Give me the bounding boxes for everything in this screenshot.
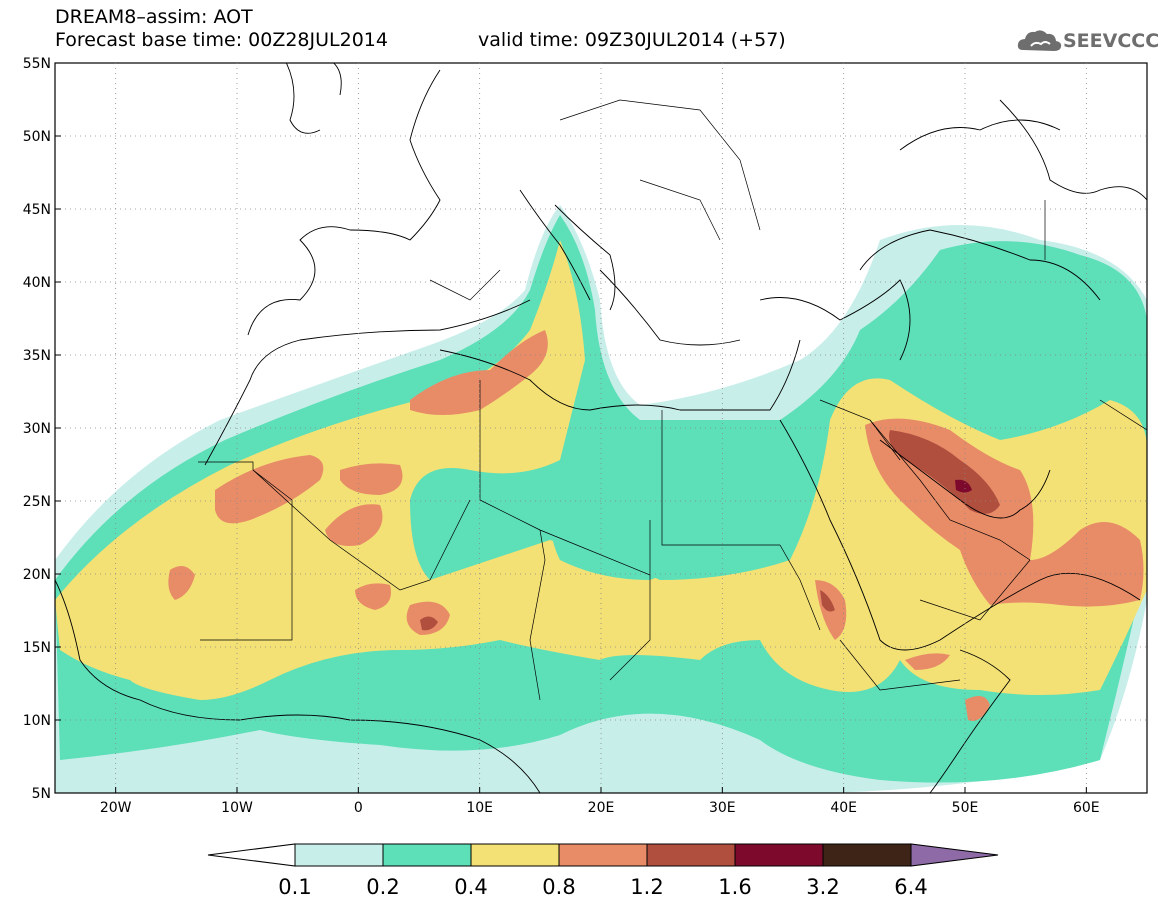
x-tick-label: 0 bbox=[354, 800, 363, 816]
axis-ticks: 20W 10W 0 10E 20E 30E 40E 50E 60E 55N 50N 45N 40N 35N… bbox=[23, 56, 1100, 816]
valid-time: valid time: 09Z30JUL2014 (+57) bbox=[478, 29, 786, 51]
colorbar-label: 0.4 bbox=[454, 875, 487, 899]
cloud-icon bbox=[1017, 30, 1062, 51]
y-tick-label: 55N bbox=[23, 56, 51, 72]
y-tick-label: 25N bbox=[23, 494, 51, 510]
colorbar: 0.1 0.2 0.4 0.8 1.2 1.6 3.2 6.4 bbox=[207, 843, 999, 899]
colorbar-label: 0.8 bbox=[542, 875, 575, 899]
colorbar-low-arrow bbox=[207, 843, 296, 867]
x-tick-label: 40E bbox=[830, 800, 857, 816]
x-tick-label: 50E bbox=[952, 800, 979, 816]
y-tick-label: 35N bbox=[23, 348, 51, 364]
country-borders bbox=[198, 99, 1147, 701]
colorbar-swatch-0.8 bbox=[558, 843, 648, 867]
y-tick-label: 50N bbox=[23, 129, 51, 145]
colorbar-label: 6.4 bbox=[894, 875, 927, 899]
aot-level-0.4 bbox=[55, 240, 1147, 700]
colorbar-swatch-0.4 bbox=[470, 843, 560, 867]
x-tick-label: 20E bbox=[588, 800, 615, 816]
coastlines bbox=[55, 63, 1147, 793]
grid-lines bbox=[55, 63, 1147, 793]
colorbar-label: 3.2 bbox=[806, 875, 839, 899]
y-tick-label: 5N bbox=[32, 786, 51, 802]
y-tick-label: 15N bbox=[23, 640, 51, 656]
aot-level-1.2 bbox=[889, 430, 1000, 514]
colorbar-label: 0.1 bbox=[278, 875, 311, 899]
aot-level-1.6 bbox=[955, 479, 972, 493]
y-tick-label: 30N bbox=[23, 421, 51, 437]
forecast-base-time: Forecast base time: 00Z28JUL2014 bbox=[55, 29, 388, 51]
colorbar-high-arrow bbox=[910, 843, 999, 867]
colorbar-swatch-1.2 bbox=[646, 843, 736, 867]
colorbar-label: 0.2 bbox=[366, 875, 399, 899]
x-tick-label: 30E bbox=[709, 800, 736, 816]
colorbar-swatch-3.2 bbox=[822, 843, 912, 867]
x-tick-label: 10W bbox=[221, 800, 253, 816]
logo-text: SEEVCCC bbox=[1063, 30, 1160, 52]
x-tick-label: 60E bbox=[1073, 800, 1100, 816]
aot-level-0.8 bbox=[410, 330, 548, 415]
colorbar-label: 1.2 bbox=[630, 875, 663, 899]
colorbar-swatch-0.2 bbox=[382, 843, 472, 867]
colorbar-swatch-1.6 bbox=[734, 843, 824, 867]
y-tick-label: 40N bbox=[23, 275, 51, 291]
colorbar-label: 1.6 bbox=[718, 875, 751, 899]
map-title: DREAM8–assim: AOT bbox=[55, 6, 253, 28]
x-tick-label: 10E bbox=[466, 800, 493, 816]
y-tick-label: 20N bbox=[23, 567, 51, 583]
y-tick-label: 10N bbox=[23, 713, 51, 729]
x-tick-label: 20W bbox=[100, 800, 132, 816]
colorbar-swatch-0.1 bbox=[294, 843, 384, 867]
y-tick-label: 45N bbox=[23, 202, 51, 218]
